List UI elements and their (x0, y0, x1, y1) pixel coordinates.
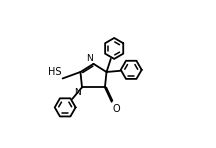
Text: HS: HS (48, 67, 62, 77)
Text: N: N (74, 88, 81, 97)
Text: O: O (112, 103, 120, 114)
Text: N: N (86, 54, 93, 63)
